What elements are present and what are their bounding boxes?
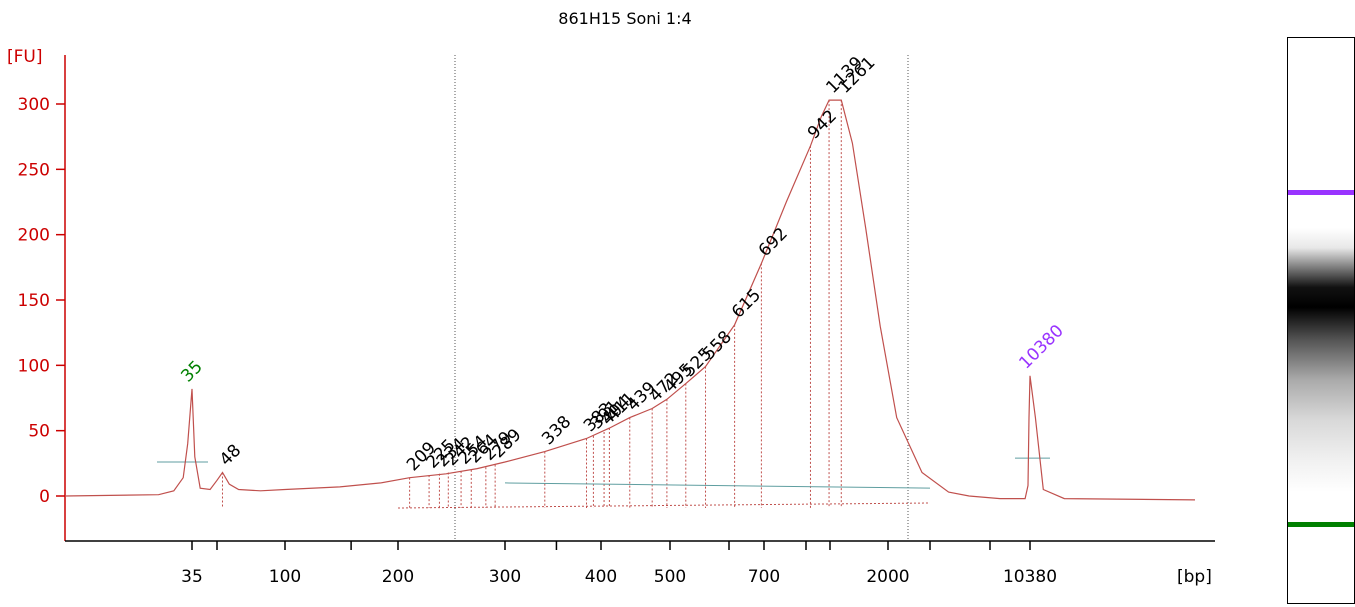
x-tick-label: 10380 <box>1003 567 1057 587</box>
peak-label: 692 <box>755 224 792 261</box>
x-tick-label: 200 <box>382 567 414 587</box>
y-axis-label: [FU] <box>7 47 43 67</box>
chart-title: 861H15 Soni 1:4 <box>558 9 691 28</box>
fluorescence-trace <box>64 99 1196 501</box>
gel-smear <box>1288 228 1354 558</box>
y-tick-label: 0 <box>39 487 50 507</box>
peak-label: 48 <box>216 441 245 470</box>
y-tick-label: 250 <box>18 160 50 180</box>
x-tick-label: 35 <box>181 567 203 587</box>
electropherogram-chart: 861H15 Soni 1:4 [FU] [bp] 0 50 100 150 200 25… <box>7 9 1215 587</box>
peak-drop-lines <box>221 100 931 509</box>
x-tick-label: 400 <box>585 567 617 587</box>
marker-labels: 35 10380 <box>177 321 1067 386</box>
peak-baseline <box>504 482 931 489</box>
y-tick-label: 150 <box>18 291 50 311</box>
y-axis: 0 50 100 150 200 250 300 <box>18 55 66 541</box>
y-tick-label: 200 <box>18 226 50 246</box>
peak-baselines <box>157 457 1050 489</box>
y-tick-label: 300 <box>18 95 50 115</box>
gel-upper-marker-band <box>1288 190 1354 195</box>
gel-image <box>1287 37 1355 604</box>
x-tick-label: 300 <box>489 567 521 587</box>
gel-lower-marker-band <box>1288 522 1354 527</box>
x-tick-label: 700 <box>748 567 780 587</box>
x-tick-label: 100 <box>269 567 301 587</box>
region-baseline <box>397 502 931 509</box>
y-tick-label: 50 <box>28 422 50 442</box>
peak-label: 615 <box>728 285 765 322</box>
peak-label: 942 <box>804 106 841 143</box>
marker-label: 35 <box>177 357 206 386</box>
x-axis: 35 100 200 300 400 500 700 2000 10380 <box>65 540 1215 587</box>
x-tick-label: 2000 <box>866 567 909 587</box>
y-tick-label: 100 <box>18 356 50 376</box>
x-tick-label: 500 <box>654 567 686 587</box>
region-boundaries <box>454 55 909 541</box>
marker-label: 10380 <box>1015 321 1067 373</box>
x-axis-label: [bp] <box>1177 567 1212 587</box>
